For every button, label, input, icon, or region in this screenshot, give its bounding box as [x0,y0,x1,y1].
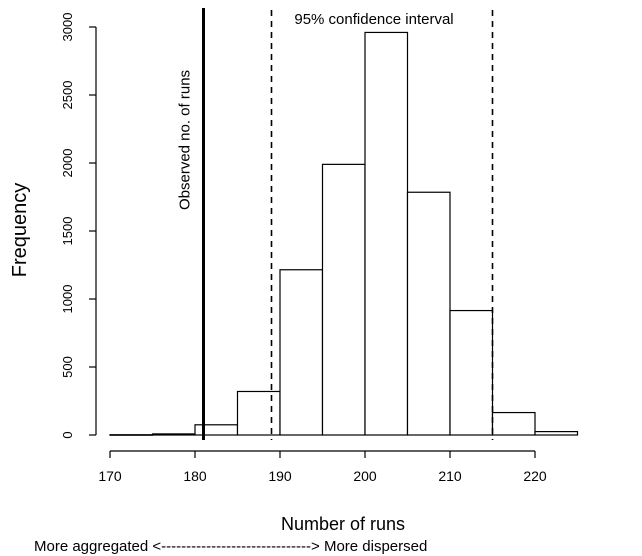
y-tick-label: 0 [60,431,75,438]
histogram-bar [534,431,579,436]
histogram-bar [321,163,366,436]
histogram-bar [151,433,196,436]
histogram-bar [491,411,536,436]
x-tick-label: 170 [98,468,122,484]
y-tick-label: 500 [60,356,75,378]
histogram-bar [406,191,451,436]
x-axis: 170 180 190 200 210 220 [98,450,547,484]
observed-group: Observed no. of runs [177,8,205,440]
ci-label: 95% confidence interval [294,11,453,28]
histogram-bar [194,424,239,436]
histogram-bar [236,390,281,436]
y-axis-title: Frequency [9,183,31,278]
y-tick-label: 1000 [60,285,75,314]
bars-group [109,31,579,436]
histogram-bar [279,269,324,436]
x-tick-label: 220 [523,468,547,484]
x-tick-label: 180 [183,468,207,484]
y-tick-label: 2500 [60,81,75,110]
y-tick-label: 1500 [60,217,75,246]
histogram-bar [109,434,154,436]
direction-note: More aggregated <-----------------------… [34,538,427,555]
observed-label: Observed no. of runs [177,70,194,210]
y-tick-label: 2000 [60,149,75,178]
ci-lines-group [270,10,494,440]
histogram-bar [449,309,494,436]
x-tick-label: 190 [268,468,292,484]
x-tick-label: 210 [438,468,462,484]
x-tick-label: 200 [353,468,377,484]
x-axis-title: Number of runs [281,514,405,534]
y-axis: 0 500 1000 1500 2000 2500 3000 [60,13,97,439]
histogram-bar [364,31,409,436]
y-tick-label: 3000 [60,13,75,42]
